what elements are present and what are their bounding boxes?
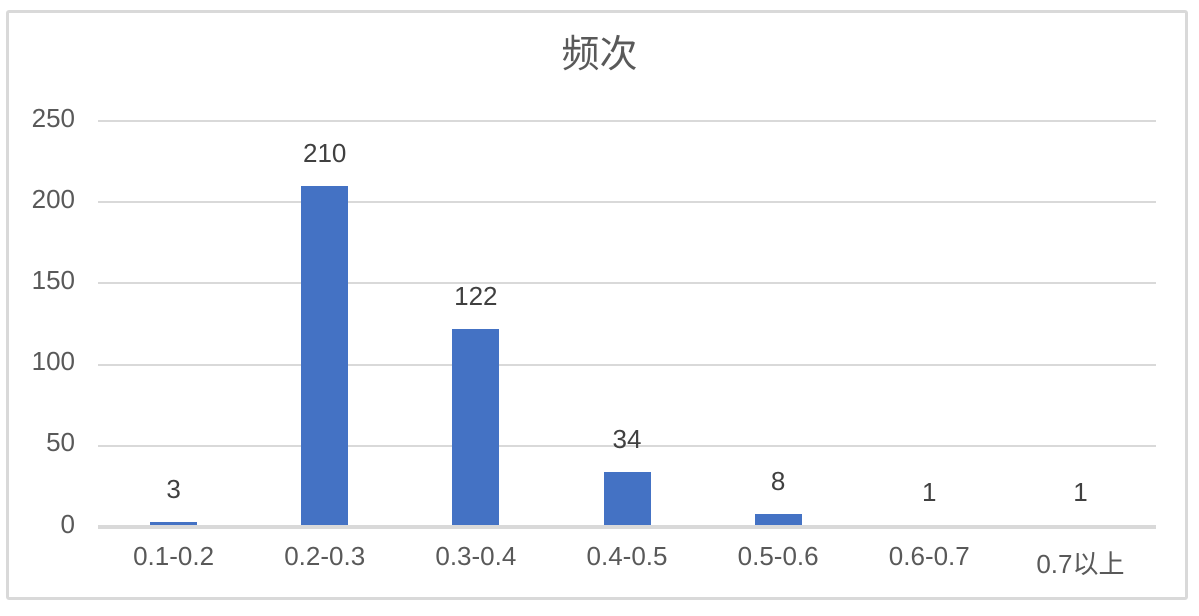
x-axis-line (98, 525, 1156, 529)
y-axis-tick-label: 200 (31, 183, 75, 214)
x-axis-tick-label: 0.1-0.2 (133, 541, 215, 571)
x-axis-tick-label: 0.7以上 (1036, 549, 1125, 579)
x-axis-tick-label: 0.5-0.6 (737, 541, 819, 571)
x-axis-tick-label: 0.4-0.5 (586, 541, 668, 571)
bar (754, 514, 802, 527)
y-axis-tick-label: 0 (60, 508, 75, 539)
gridline (98, 363, 1156, 366)
data-label: 122 (454, 280, 498, 311)
x-axis-tick-label: 0.3-0.4 (435, 541, 517, 571)
data-label: 1 (1073, 477, 1088, 508)
y-axis-tick-label: 50 (46, 427, 75, 458)
data-label: 34 (612, 423, 642, 454)
y-axis-tick-label: 150 (31, 264, 75, 295)
bar (301, 185, 349, 527)
x-axis-tick-label: 0.6-0.7 (888, 541, 970, 571)
gridline (98, 282, 1156, 285)
gridline (98, 201, 1156, 204)
x-axis-tick-label: 0.2-0.3 (284, 541, 366, 571)
y-axis-tick-label: 100 (31, 346, 75, 377)
chart-frame (6, 10, 1188, 600)
data-label: 3 (166, 474, 181, 505)
gridline (98, 120, 1156, 122)
data-label: 1 (922, 477, 937, 508)
bar (452, 328, 500, 527)
chart-title: 频次 (561, 34, 638, 76)
data-label: 8 (770, 466, 786, 496)
bar (603, 471, 651, 527)
gridline (98, 444, 1156, 447)
bar (150, 522, 198, 527)
data-label: 210 (303, 137, 347, 168)
y-axis-tick-label: 250 (31, 102, 75, 133)
